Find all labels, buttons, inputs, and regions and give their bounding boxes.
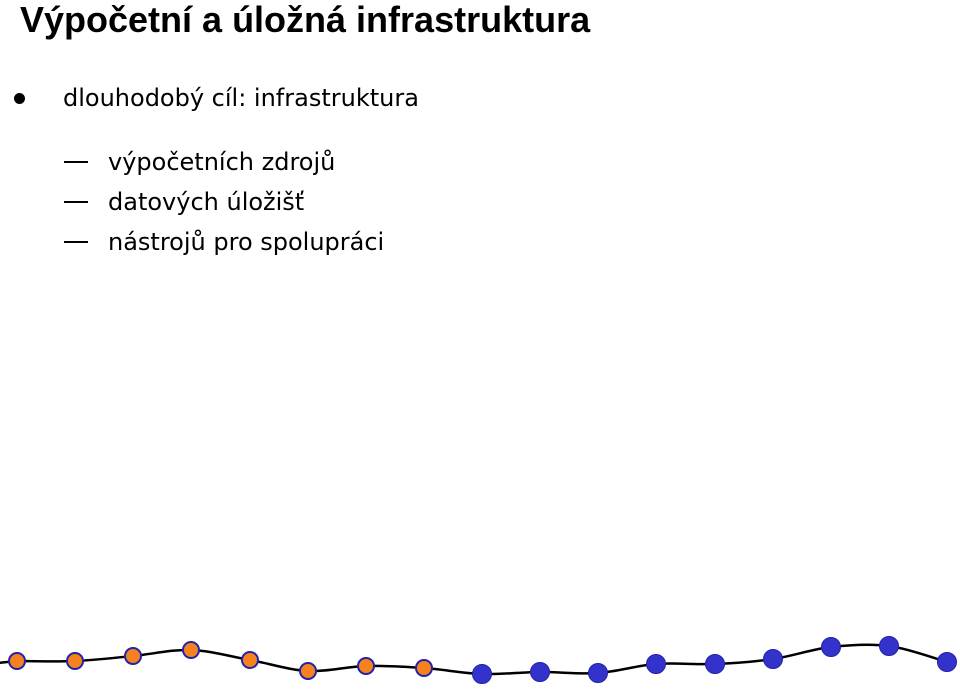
blue-dot: [472, 664, 492, 684]
sub-bullet-item: nástrojů pro spolupráci: [64, 222, 384, 262]
blue-dot: [646, 654, 666, 674]
sub-bullet-text: nástrojů pro spolupráci: [108, 228, 385, 256]
orange-dot: [182, 641, 200, 659]
blue-dot: [821, 637, 841, 657]
orange-dot: [124, 647, 142, 665]
orange-dot: [241, 651, 259, 669]
blue-dot: [530, 662, 550, 682]
orange-dot: [66, 652, 84, 670]
dash-icon: [64, 201, 88, 203]
slide-title: Výpočetní a úložná infrastruktura: [20, 0, 591, 40]
orange-dot: [299, 662, 317, 680]
sub-bullet-text: výpočetních zdrojů: [108, 148, 336, 176]
sub-bullet-text: datových úložišť: [108, 188, 305, 216]
dash-icon: [64, 241, 88, 243]
blue-dot: [879, 636, 899, 656]
main-bullet-text: dlouhodobý cíl: infrastruktura: [63, 84, 419, 112]
blue-dot: [705, 654, 725, 674]
main-bullet-item: dlouhodobý cíl: infrastruktura: [14, 80, 419, 116]
blue-dot: [763, 649, 783, 669]
decorative-dot-wave: [0, 636, 957, 684]
bullet-dot-icon: [14, 92, 25, 104]
blue-dot: [937, 652, 957, 672]
blue-dot: [588, 663, 608, 683]
orange-dot: [357, 657, 375, 675]
orange-dot: [8, 652, 26, 670]
orange-dot: [415, 659, 433, 677]
sub-bullet-item: výpočetních zdrojů: [64, 142, 384, 182]
dash-icon: [64, 161, 88, 163]
sub-bullet-item: datových úložišť: [64, 182, 384, 222]
sub-bullet-list: výpočetních zdrojů datových úložišť nást…: [64, 142, 384, 262]
